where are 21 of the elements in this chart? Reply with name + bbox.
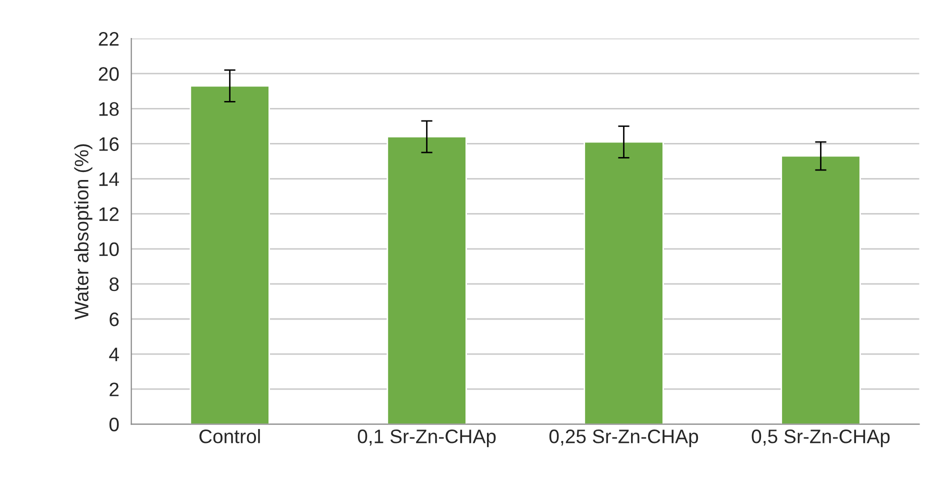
y-tick-label: 14 — [99, 172, 119, 186]
bar — [386, 136, 467, 424]
y-tick-label: 12 — [99, 207, 119, 221]
y-tick-label: 10 — [99, 242, 119, 256]
y-axis-title: Water absoption (%) — [74, 144, 92, 320]
bar — [780, 155, 861, 424]
y-tick-label: 22 — [98, 32, 119, 46]
x-tick-label: 0,1 Sr-Zn-CHAp — [358, 430, 496, 448]
y-tick-label: 18 — [99, 102, 119, 116]
y-tick-label: 0 — [109, 418, 119, 432]
y-tick-label: 6 — [110, 312, 119, 326]
x-tick-label: 0,25 Sr-Zn-CHAp — [549, 430, 698, 448]
y-tick-label: 16 — [99, 137, 119, 151]
x-tick-label: 0,5 Sr-Zn-CHAp — [752, 430, 890, 448]
bar — [190, 85, 270, 424]
bar — [584, 141, 664, 424]
x-tick-label: Control — [199, 429, 260, 444]
y-tick-label: 4 — [109, 348, 119, 362]
y-tick-label: 2 — [110, 382, 119, 396]
y-tick-label: 20 — [98, 67, 119, 81]
y-tick-label: 8 — [110, 277, 119, 292]
